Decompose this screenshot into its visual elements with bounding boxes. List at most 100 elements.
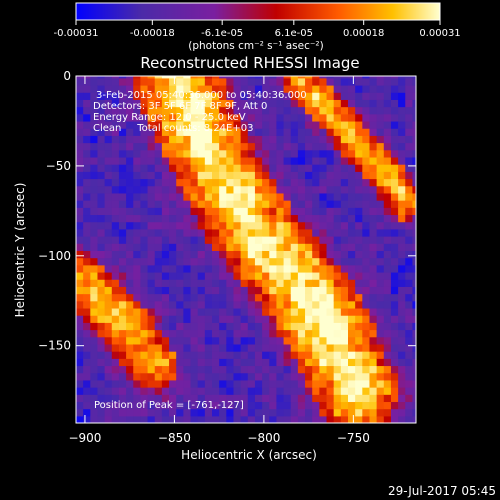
heatmap-cell (305, 106, 313, 115)
heatmap-cell (269, 257, 278, 266)
heatmap-cell (276, 329, 285, 338)
heatmap-cell (161, 387, 170, 395)
heatmap-cell (362, 300, 371, 309)
heatmap-cell (104, 113, 113, 122)
heatmap-cell (305, 286, 313, 295)
heatmap-cell (390, 351, 399, 359)
heatmap-cell (204, 336, 213, 345)
heatmap-cell (333, 164, 342, 172)
heatmap-cell (319, 149, 328, 158)
heatmap-cell (340, 156, 349, 165)
heatmap-cell (212, 365, 220, 374)
heatmap-cell (118, 250, 127, 259)
heatmap-cell (154, 372, 163, 381)
heatmap-cell (111, 128, 120, 136)
heatmap-cell (111, 106, 120, 115)
heatmap-cell (369, 76, 378, 79)
heatmap-cell (154, 142, 163, 151)
heatmap-cell (297, 257, 306, 266)
heatmap-cell (390, 271, 399, 280)
heatmap-cell (140, 149, 149, 158)
heatmap-cell (226, 279, 235, 287)
heatmap-cell (355, 329, 363, 338)
heatmap-cell (297, 387, 306, 395)
heatmap-cell (90, 351, 99, 359)
heatmap-cell (118, 92, 127, 100)
heatmap-cell (169, 243, 177, 251)
heatmap-cell (355, 221, 363, 230)
heatmap-cell (212, 264, 220, 273)
heatmap-cell (390, 156, 399, 165)
heatmap-cell (305, 372, 313, 381)
heatmap-cell (76, 106, 84, 115)
heatmap-cell (355, 120, 363, 129)
heatmap-cell (219, 142, 227, 151)
heatmap-cell (140, 243, 149, 251)
heatmap-cell (90, 120, 99, 129)
heatmap-cell (283, 77, 292, 86)
heatmap-cell (262, 207, 270, 216)
heatmap-cell (190, 214, 199, 223)
heatmap-cell (140, 372, 149, 381)
heatmap-cell (111, 214, 120, 223)
heatmap-cell (305, 84, 313, 93)
annotation-counts: Clean Total counts: 8.24E+03 (93, 123, 253, 134)
heatmap-cell (269, 408, 278, 417)
heatmap-cell (390, 257, 399, 266)
heatmap-cell (233, 343, 242, 352)
heatmap-cell (126, 408, 134, 417)
heatmap-cell (90, 286, 99, 295)
heatmap-cell (212, 207, 220, 216)
heatmap-cell (197, 221, 206, 230)
heatmap-cell (276, 387, 285, 395)
heatmap-cell (254, 264, 263, 273)
heatmap-cell (355, 149, 363, 158)
heatmap-cell (197, 77, 206, 86)
heatmap-cell (240, 171, 249, 180)
heatmap-cell (412, 372, 416, 381)
heatmap-cell (348, 358, 356, 367)
heatmap-cell (83, 200, 91, 208)
heatmap-cell (326, 394, 335, 403)
heatmap-cell (233, 293, 242, 302)
heatmap-cell (111, 171, 120, 180)
heatmap-cell (383, 300, 392, 309)
heatmap-cell (412, 408, 416, 417)
heatmap-cell (283, 358, 292, 367)
heatmap-cell (254, 336, 263, 345)
heatmap-cell (133, 329, 142, 338)
heatmap-cell (190, 171, 199, 180)
heatmap-cell (390, 379, 399, 388)
heatmap-cell (140, 307, 149, 316)
heatmap-cell (104, 99, 113, 108)
heatmap-cell (226, 128, 235, 136)
heatmap-cell (276, 228, 285, 237)
heatmap-cell (290, 243, 299, 251)
heatmap-cell (348, 171, 356, 180)
heatmap-cell (269, 164, 278, 172)
heatmap-cell (147, 358, 156, 367)
heatmap-cell (212, 92, 220, 100)
heatmap-cell (76, 171, 84, 180)
heatmap-cell (176, 358, 184, 367)
heatmap-cell (204, 214, 213, 223)
heatmap-cell (183, 315, 192, 323)
heatmap-cell (305, 343, 313, 352)
heatmap-cell (140, 99, 149, 108)
heatmap-cell (240, 415, 249, 423)
heatmap-cell (326, 257, 335, 266)
heatmap-cell (83, 99, 91, 108)
heatmap-cell (376, 415, 385, 423)
heatmap-cell (283, 408, 292, 417)
heatmap-cell (362, 394, 371, 403)
heatmap-cell (176, 120, 184, 129)
heatmap-cell (390, 293, 399, 302)
heatmap-cell (161, 128, 170, 136)
heatmap-cell (369, 336, 378, 345)
heatmap-cell (247, 128, 256, 136)
heatmap-cell (183, 379, 192, 388)
heatmap-cell (398, 250, 406, 259)
heatmap-cell (319, 300, 328, 309)
heatmap-cell (126, 106, 134, 115)
